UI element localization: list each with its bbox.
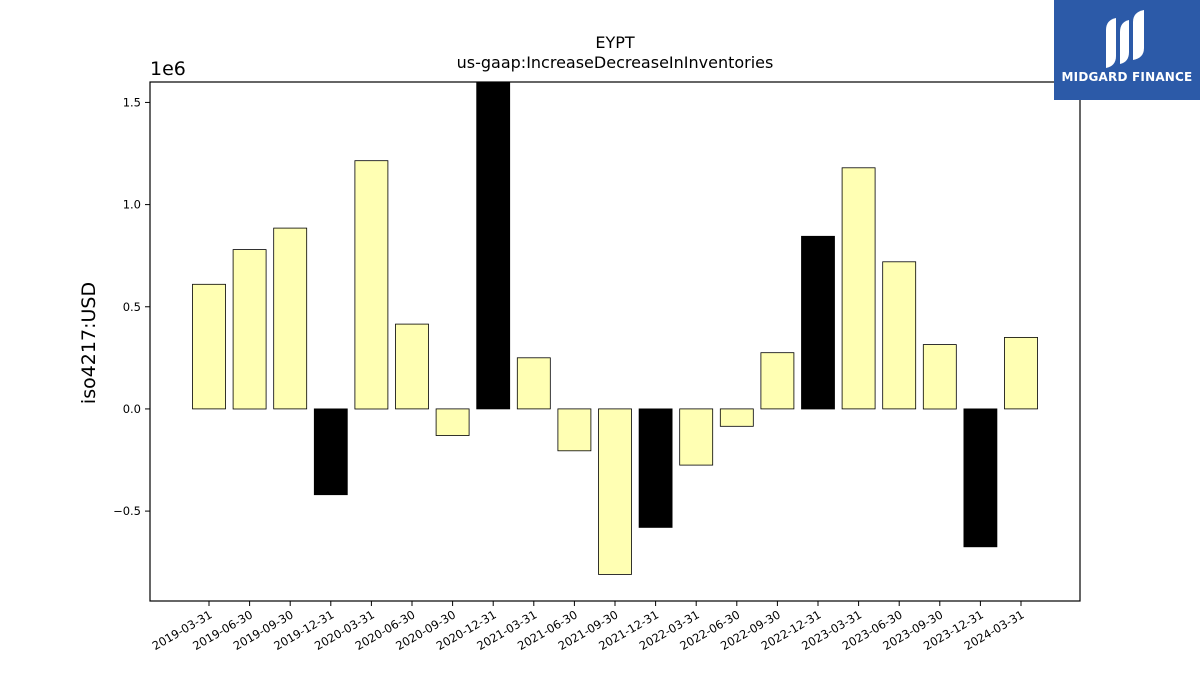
chart-subtitle: us-gaap:IncreaseDecreaseInInventories — [457, 53, 774, 72]
bar-2021-12-31 — [638, 408, 673, 528]
bar-2020-09-30 — [435, 408, 470, 436]
logo-text: MIDGARD FINANCE — [1061, 70, 1193, 84]
bar-2022-09-30 — [760, 352, 795, 410]
midgard-finance-logo: MIDGARD FINANCE — [1054, 0, 1200, 100]
y-tick-label: −0.5 — [113, 504, 141, 518]
bar-2020-03-31 — [354, 160, 389, 410]
midgard-logo-icon — [1106, 10, 1144, 68]
y-ticks-group: −0.5 0.0 0.5 1.0 1.5 — [113, 95, 150, 518]
y-tick-label: 1.5 — [123, 95, 141, 109]
bar-2020-12-31 — [476, 81, 511, 410]
x-ticks-group: 2019-03-312019-06-302019-09-302019-12-31… — [150, 601, 1027, 653]
bar-2024-03-31 — [1004, 336, 1038, 410]
bar-2021-09-30 — [598, 408, 632, 575]
bar-2020-06-30 — [395, 323, 429, 410]
y-tick-label: 1.0 — [123, 198, 141, 212]
y-axis-label: iso4217:USD — [78, 282, 100, 404]
plot-frame — [149, 81, 1081, 602]
bar-2023-03-31 — [841, 167, 876, 410]
bar-2022-03-31 — [679, 408, 714, 466]
chart-title: EYPT — [595, 33, 635, 52]
y-scale-label: 1e6 — [150, 58, 186, 80]
bar-2019-03-31 — [192, 283, 226, 410]
bar-2021-03-31 — [516, 357, 551, 410]
bars-group — [192, 81, 1038, 575]
y-tick-label: 0.0 — [123, 402, 141, 416]
bar-2019-06-30 — [232, 249, 267, 410]
bar-2022-06-30 — [719, 408, 754, 427]
bar-2019-09-30 — [273, 227, 308, 410]
bar-2022-12-31 — [801, 235, 835, 410]
bar-2019-12-31 — [313, 408, 348, 496]
bar-2021-06-30 — [557, 408, 592, 452]
bar-2023-06-30 — [882, 261, 917, 410]
bar-2023-12-31 — [963, 408, 998, 548]
bar-2023-09-30 — [922, 344, 957, 410]
y-tick-label: 0.5 — [123, 300, 141, 314]
